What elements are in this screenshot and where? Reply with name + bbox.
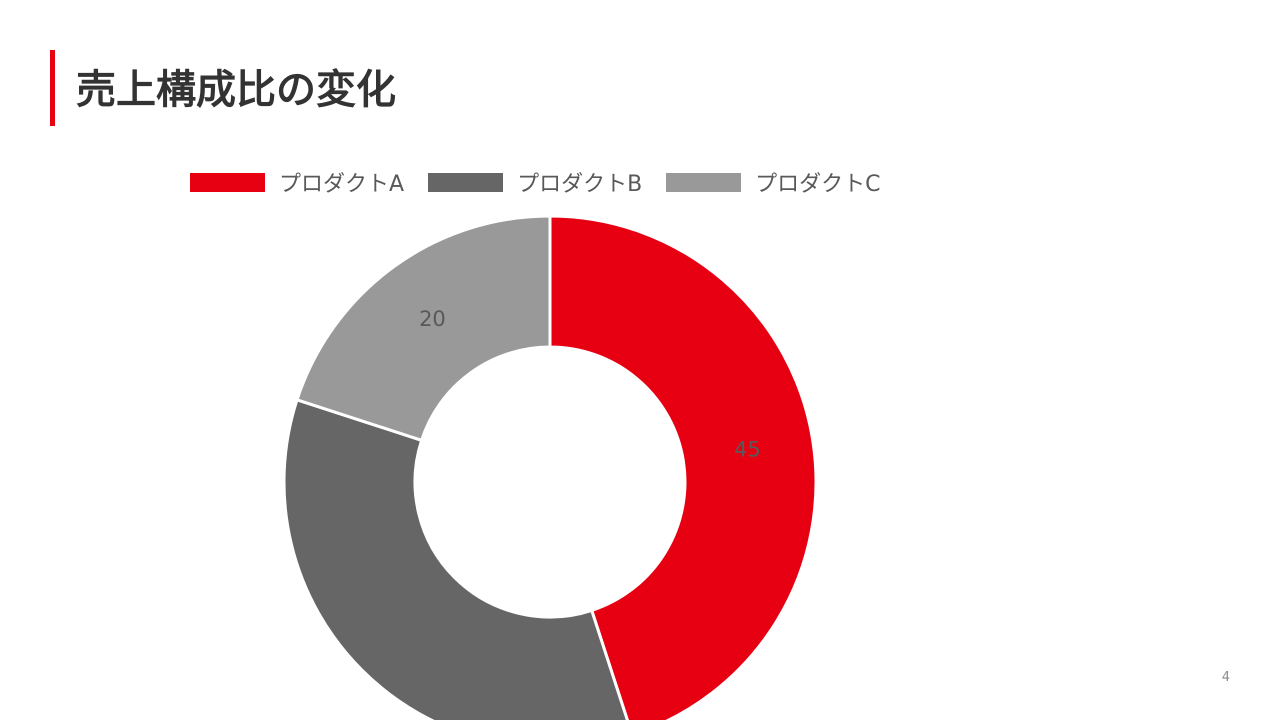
donut-slice-product-a — [548, 214, 818, 720]
legend-label-product-a: プロダクトA — [279, 172, 405, 197]
page-number: 4 — [1221, 670, 1230, 685]
donut-slice-product-c — [295, 214, 552, 442]
legend-swatch-product-b — [428, 172, 504, 192]
donut-slice-product-b — [282, 398, 629, 720]
title-accent-bar — [50, 50, 55, 126]
legend-swatch-product-a — [190, 172, 265, 192]
chart-legend: プロダクトA プロダクトB プロダクトC — [190, 166, 905, 198]
legend-label-product-b: プロダクトB — [517, 172, 643, 197]
data-label-product-c: 20 — [419, 307, 446, 331]
legend-item-product-b: プロダクトB — [428, 166, 642, 198]
legend-item-product-c: プロダクトC — [666, 166, 881, 198]
legend-swatch-product-c — [666, 172, 742, 192]
slide-title: 売上構成比の変化 — [76, 67, 396, 113]
legend-label-product-c: プロダクトC — [755, 172, 881, 197]
legend-item-product-a: プロダクトA — [190, 166, 404, 198]
data-label-product-a: 45 — [734, 438, 761, 462]
